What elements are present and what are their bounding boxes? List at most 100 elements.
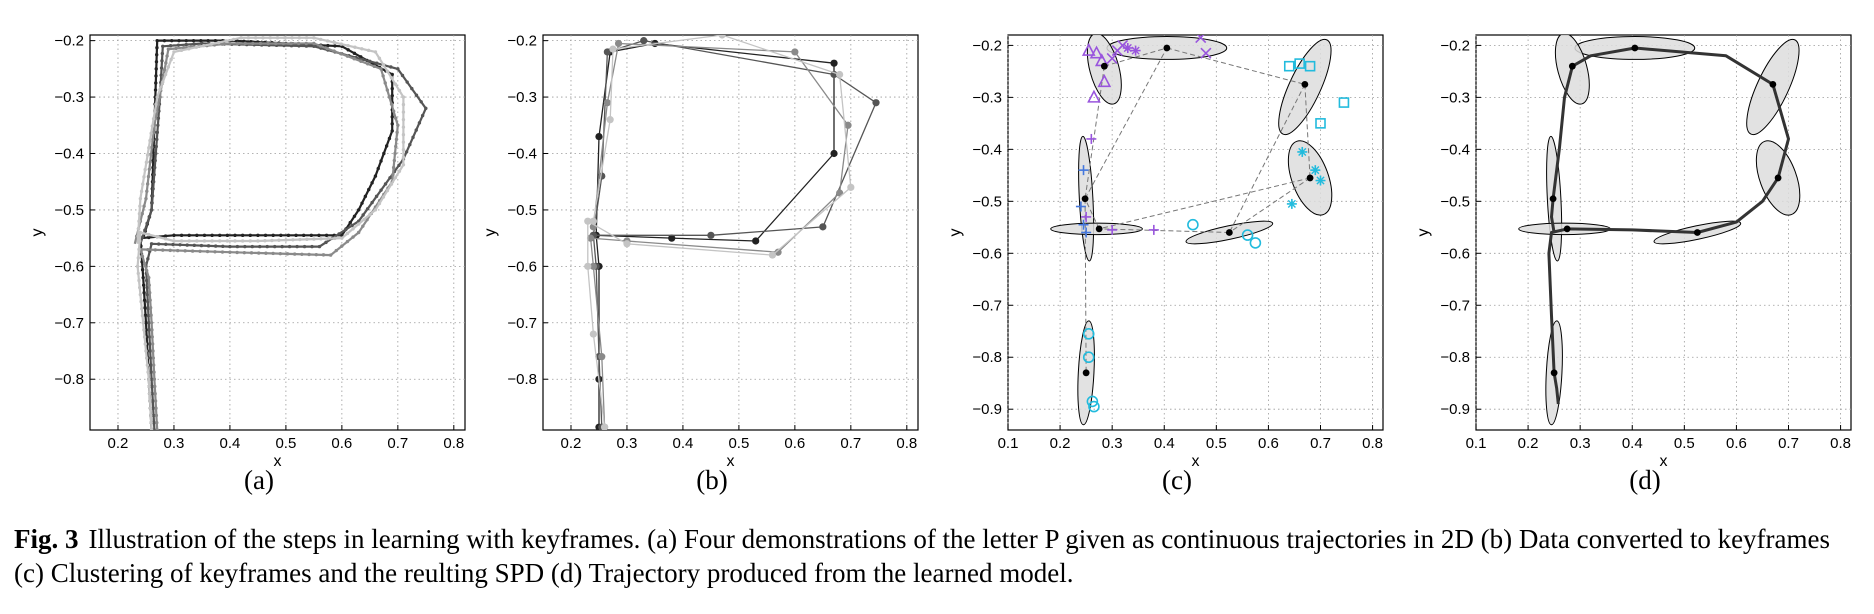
keyframe-point xyxy=(718,35,726,39)
trajectory-sample xyxy=(346,43,350,48)
star-marker xyxy=(1130,45,1141,56)
trajectory-sample xyxy=(159,66,164,70)
trajectory-sample xyxy=(153,109,157,114)
plus-marker xyxy=(1086,133,1097,144)
trajectory-sample xyxy=(138,292,143,297)
x-marker xyxy=(1106,52,1118,64)
trajectory-sample xyxy=(385,88,390,92)
trajectory-sample xyxy=(365,207,370,211)
y-tick-label: −0.4 xyxy=(1440,141,1470,158)
trajectory-sample xyxy=(345,54,350,58)
trajectory-sample xyxy=(348,220,352,225)
trajectory-sample xyxy=(152,370,156,374)
trajectory-sample xyxy=(140,235,145,239)
plot-frame xyxy=(89,34,466,431)
trajectory-sample xyxy=(142,328,146,332)
trajectory-sample xyxy=(397,169,402,173)
x-tick-label: 0.2 xyxy=(1050,435,1071,452)
trajectory-sample xyxy=(353,45,357,49)
trajectory-sample xyxy=(325,46,330,51)
figure-caption: Fig. 3 Illustration of the steps in learn… xyxy=(14,522,1864,590)
trajectory-sample xyxy=(302,233,306,238)
trajectory-sample xyxy=(373,174,378,178)
keyframe-point xyxy=(584,217,592,225)
trajectory-sample xyxy=(390,122,394,126)
trajectory-sample xyxy=(373,208,378,212)
trajectory-sample xyxy=(146,174,151,179)
trajectory-sample xyxy=(350,223,354,228)
trajectory-sample xyxy=(292,252,297,256)
trajectory-sample xyxy=(206,244,211,248)
trajectory-sample xyxy=(352,214,357,218)
trajectory-sample xyxy=(356,208,361,212)
trajectory-sample xyxy=(162,38,167,43)
trajectory-sample xyxy=(362,217,366,222)
x-marker xyxy=(1200,47,1212,59)
trajectory-sample xyxy=(162,68,167,72)
series-line xyxy=(589,42,849,428)
y-tick-label: −0.6 xyxy=(54,258,84,275)
trajectory-sample xyxy=(148,356,153,360)
trajectory-sample xyxy=(150,145,154,149)
x-tick-label: 0.7 xyxy=(1778,435,1799,452)
x-axis-label: x xyxy=(1660,453,1668,470)
trajectory-sample xyxy=(319,37,323,42)
cluster-mean xyxy=(1306,174,1314,182)
trajectory-sample xyxy=(150,384,154,389)
x-tick-label: 0.8 xyxy=(896,435,917,452)
trajectory-sample xyxy=(146,314,151,318)
trajectory-sample xyxy=(384,144,389,148)
y-tick-label: −0.6 xyxy=(507,258,537,275)
keyframe-point xyxy=(668,234,676,242)
trajectory-sample xyxy=(192,42,196,46)
trajectory-sample xyxy=(377,201,382,206)
trajectory-sample xyxy=(365,62,370,66)
cluster-link xyxy=(1228,84,1306,233)
trajectory-sample xyxy=(147,392,152,396)
trajectory-sample xyxy=(142,335,147,339)
trajectory-sample xyxy=(168,44,173,48)
trajectory-sample xyxy=(170,38,174,43)
y-tick-label: −0.5 xyxy=(507,202,537,219)
trajectory-sample xyxy=(148,342,152,346)
trajectory-sample xyxy=(400,73,405,78)
trajectory-sample xyxy=(233,233,237,238)
x-tick-label: 0.5 xyxy=(728,435,749,452)
trajectory-sample xyxy=(142,298,147,302)
keyframe-point xyxy=(609,45,617,53)
trajectory-sample xyxy=(317,244,322,249)
trajectory-sample xyxy=(143,228,147,232)
trajectory-sample xyxy=(144,356,149,360)
trajectory-sample xyxy=(356,230,361,235)
trajectory-sample xyxy=(179,48,184,53)
x-tick-label: 0.2 xyxy=(561,435,582,452)
trajectory-sample xyxy=(149,152,153,157)
trajectory-sample xyxy=(318,44,323,48)
cluster-mean xyxy=(1163,44,1171,52)
trajectory-sample xyxy=(137,239,142,243)
trajectory-sample xyxy=(151,356,156,360)
circle-marker xyxy=(1082,328,1095,340)
trajectory-sample xyxy=(279,233,283,238)
trajectory-sample xyxy=(326,43,330,48)
panel-caption: (d) xyxy=(1629,465,1661,495)
trajectory-sample xyxy=(243,41,247,46)
trajectory-sample xyxy=(373,50,378,54)
trajectory-sample xyxy=(388,176,392,180)
trajectory-sample xyxy=(389,65,393,69)
cluster-mean xyxy=(1774,174,1782,182)
trajectory-sample xyxy=(154,67,158,71)
trajectory-sample xyxy=(140,268,145,272)
square-marker xyxy=(1338,97,1350,108)
trajectory-sample xyxy=(270,238,274,243)
trajectory-sample xyxy=(178,243,182,247)
trajectory-sample xyxy=(148,406,153,410)
trajectory-sample xyxy=(411,135,415,140)
trajectory-sample xyxy=(290,36,294,40)
trajectory-sample xyxy=(164,242,168,246)
trajectory-sample xyxy=(248,233,252,238)
trajectory-sample xyxy=(258,244,262,249)
y-axis-label: y xyxy=(29,229,46,237)
trajectory-sample xyxy=(202,239,207,243)
y-tick-label: −0.6 xyxy=(1440,245,1470,262)
